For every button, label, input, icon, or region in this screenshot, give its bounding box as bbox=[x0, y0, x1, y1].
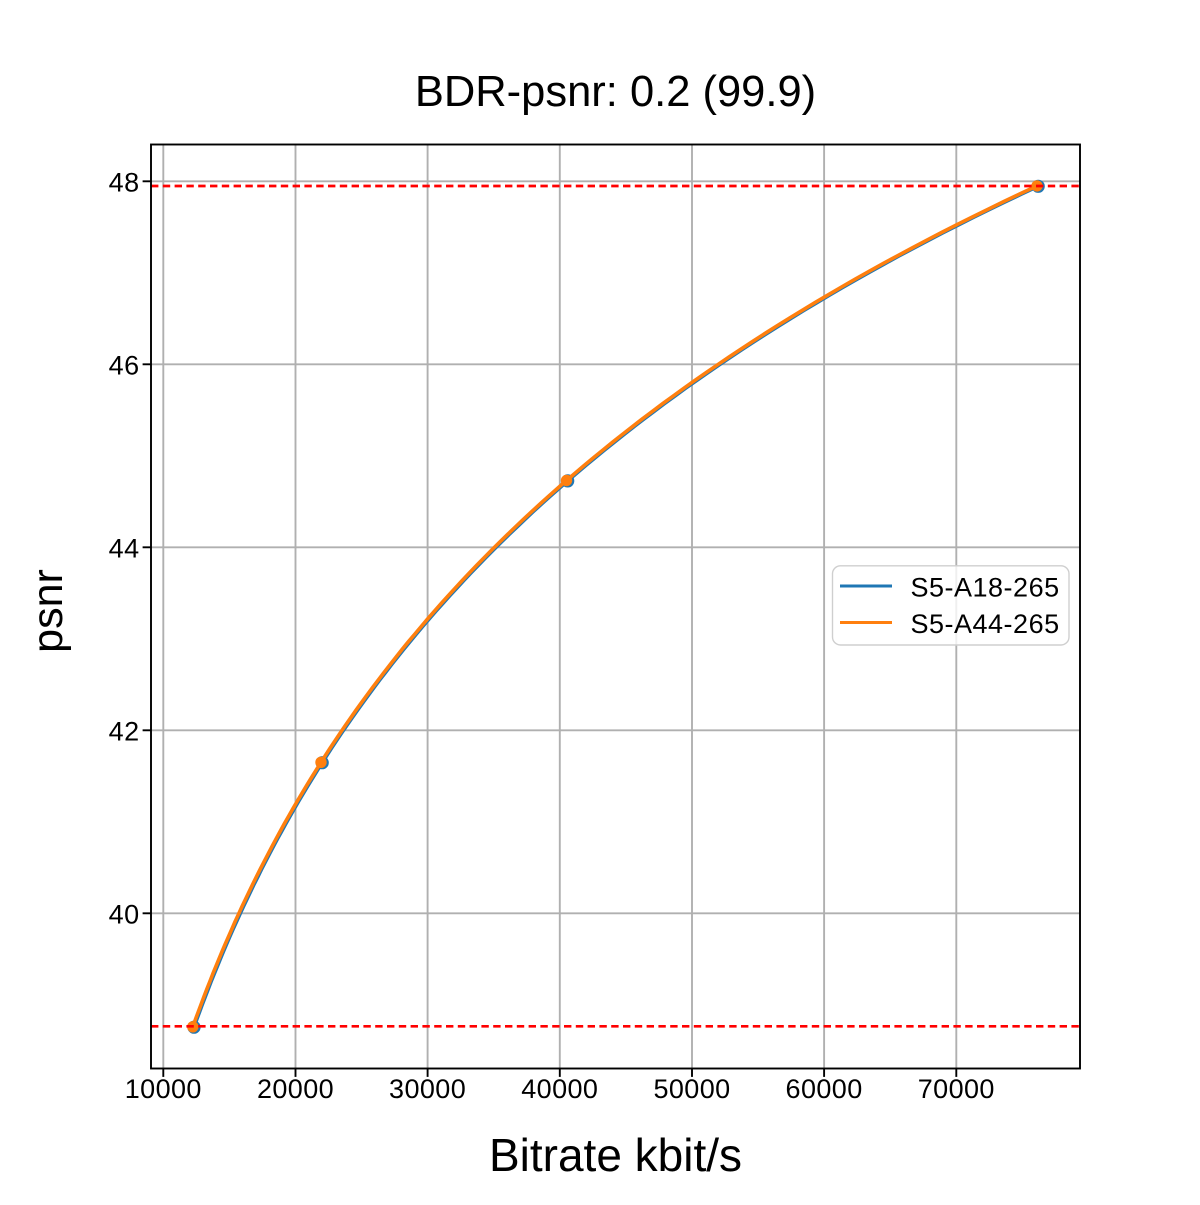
svg-text:42: 42 bbox=[109, 717, 140, 747]
svg-text:S5-A18-265: S5-A18-265 bbox=[911, 572, 1060, 602]
svg-text:60000: 60000 bbox=[786, 1074, 863, 1104]
svg-text:psnr: psnr bbox=[24, 569, 72, 653]
svg-text:40: 40 bbox=[109, 900, 140, 930]
svg-text:10000: 10000 bbox=[125, 1074, 202, 1104]
svg-text:40000: 40000 bbox=[521, 1074, 598, 1104]
svg-text:44: 44 bbox=[109, 534, 140, 564]
svg-text:BDR-psnr: 0.2 (99.9): BDR-psnr: 0.2 (99.9) bbox=[415, 68, 816, 116]
svg-text:70000: 70000 bbox=[918, 1074, 995, 1104]
svg-text:S5-A44-265: S5-A44-265 bbox=[911, 609, 1060, 639]
svg-text:46: 46 bbox=[109, 351, 140, 381]
svg-text:Bitrate kbit/s: Bitrate kbit/s bbox=[489, 1129, 742, 1181]
svg-text:50000: 50000 bbox=[653, 1074, 730, 1104]
svg-text:20000: 20000 bbox=[257, 1074, 334, 1104]
svg-text:48: 48 bbox=[109, 168, 140, 198]
svg-text:30000: 30000 bbox=[389, 1074, 466, 1104]
